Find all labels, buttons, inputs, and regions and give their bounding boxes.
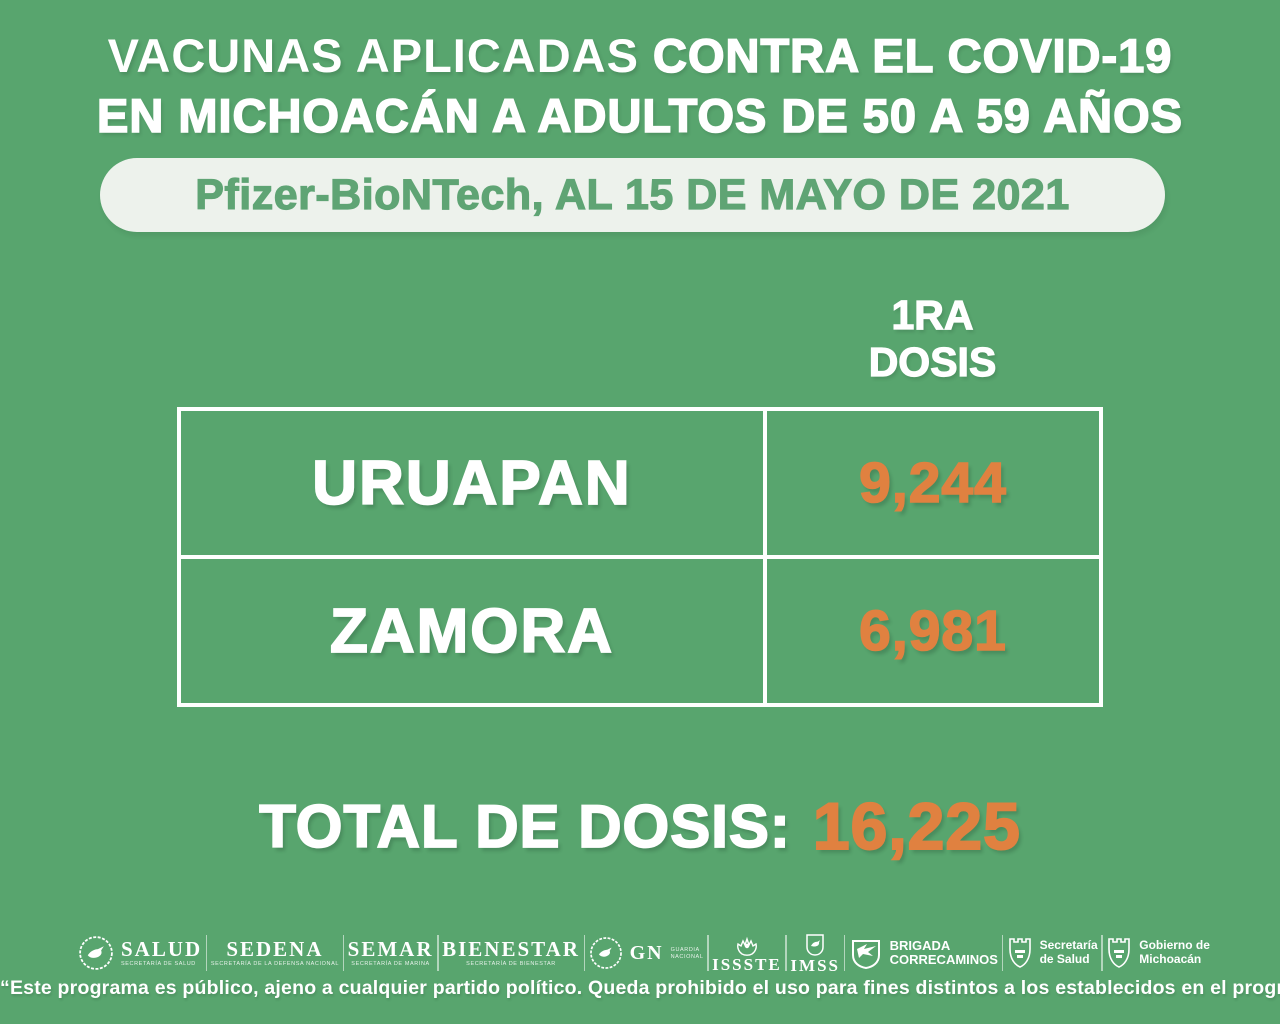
table-row: URUAPAN 9,244	[181, 411, 1099, 555]
logo-gobierno-michoacan: Gobierno de Michoacán	[1106, 936, 1210, 970]
secretaria-salud-text: Secretaría de Salud	[1039, 938, 1098, 967]
logo-imss: IMSS	[790, 933, 840, 974]
imss-wordmark: IMSS	[790, 955, 840, 975]
logo-guardia-nacional: GN GUARDIA NACIONAL	[589, 936, 704, 970]
eagle-seal-icon	[78, 935, 114, 971]
semar-wordmark: SEMAR	[347, 936, 434, 961]
logo-bienestar-text: BIENESTAR SECRETARÍA DE BIENESTAR	[442, 936, 580, 968]
logo-divider	[707, 935, 709, 971]
dose-count-cell: 9,244	[763, 411, 1099, 555]
municipality-name: URUAPAN	[311, 448, 632, 519]
dose-count-value: 6,981	[858, 598, 1007, 664]
sedena-subtext: SECRETARÍA DE LA DEFENSA NACIONAL	[210, 960, 340, 967]
poster-title-line2: EN MICHOACÁN A ADULTOS DE 50 A 59 AÑOS	[96, 88, 1184, 143]
logo-divider	[583, 935, 585, 971]
brigada-line1: BRIGADA	[889, 937, 951, 953]
logo-divider	[342, 935, 345, 971]
logo-divider	[1101, 935, 1103, 971]
logo-secretaria-salud-michoacan: Secretaría de Salud	[1007, 936, 1098, 970]
semar-subtext: SECRETARÍA DE MARINA	[351, 960, 430, 967]
total-doses-value: 16,225	[812, 788, 1021, 864]
salud-subtext: SECRETARÍA DE SALUD	[121, 960, 196, 967]
total-doses-row: TOTAL DE DOSIS: 16,225	[0, 788, 1280, 864]
bienestar-wordmark: BIENESTAR	[442, 936, 580, 961]
title-segment-normal: VACUNAS APLICADAS	[107, 29, 654, 82]
logo-imss-stack: IMSS	[790, 933, 840, 974]
subtitle-text: Pfizer-BioNTech, AL 15 DE MAYO DE 2021	[195, 170, 1070, 219]
gobierno-michoacan-text: Gobierno de Michoacán	[1139, 938, 1210, 967]
column-header-line2: DOSIS	[868, 338, 997, 385]
logo-semar-text: SEMAR SECRETARÍA DE MARINA	[347, 936, 434, 968]
secretaria-salud-line2: de Salud	[1039, 952, 1090, 966]
logo-divider	[205, 935, 208, 971]
brigada-shield-icon	[849, 937, 883, 969]
column-header-first-dose: 1RA DOSIS	[762, 291, 1103, 386]
michoacan-crest-icon	[1007, 936, 1033, 970]
dose-count-cell: 6,981	[763, 559, 1099, 703]
brigada-text: BRIGADA CORRECAMINOS	[889, 937, 998, 968]
gobierno-michoacan-line2: Michoacán	[1139, 952, 1202, 966]
municipality-name: ZAMORA	[329, 596, 615, 667]
logo-divider	[437, 935, 439, 971]
logo-issste: ISSSTE	[712, 934, 782, 973]
agency-logo-strip: SALUD SECRETARÍA DE SALUD SEDENA SECRETA…	[78, 928, 1210, 978]
logo-sedena: SEDENA SECRETARÍA DE LA DEFENSA NACIONAL	[210, 936, 340, 968]
secretaria-salud-line1: Secretaría	[1039, 938, 1098, 953]
logo-salud: SALUD SECRETARÍA DE SALUD	[78, 935, 202, 971]
logo-sedena-text: SEDENA SECRETARÍA DE LA DEFENSA NACIONAL	[210, 936, 340, 968]
subtitle-pill: Pfizer-BioNTech, AL 15 DE MAYO DE 2021	[100, 158, 1165, 232]
bienestar-subtext: SECRETARÍA DE BIENESTAR	[466, 960, 556, 967]
municipality-cell: ZAMORA	[181, 559, 763, 703]
gn-subtext-line1: GUARDIA	[670, 946, 700, 953]
total-doses-label: TOTAL DE DOSIS:	[258, 792, 791, 861]
imss-emblem-icon	[803, 933, 827, 957]
dose-count-value: 9,244	[858, 450, 1007, 516]
sedena-wordmark: SEDENA	[226, 936, 324, 961]
logo-divider	[785, 935, 787, 971]
brigada-line2: CORRECAMINOS	[889, 952, 998, 967]
gn-subtext-line2: NACIONAL	[670, 954, 704, 960]
logo-divider	[843, 935, 846, 971]
program-disclaimer: “Este programa es público, ajeno a cualq…	[0, 977, 1280, 999]
title-segment-bold: CONTRA EL COVID-19	[652, 28, 1173, 83]
gn-subtext: GUARDIA NACIONAL	[671, 946, 704, 961]
logo-issste-stack: ISSSTE	[712, 934, 782, 973]
poster-title-line1: VACUNAS APLICADAS CONTRA EL COVID-19	[0, 28, 1280, 83]
doses-table: URUAPAN 9,244 ZAMORA 6,981	[177, 407, 1103, 707]
municipality-cell: URUAPAN	[181, 411, 763, 555]
column-header-line1: 1RA	[891, 291, 974, 338]
gobierno-michoacan-line1: Gobierno de	[1139, 938, 1210, 953]
logo-divider	[1001, 935, 1004, 971]
logo-brigada-correcaminos: BRIGADA CORRECAMINOS	[849, 937, 998, 969]
logo-bienestar: BIENESTAR SECRETARÍA DE BIENESTAR	[442, 936, 580, 968]
michoacan-crest-icon	[1106, 936, 1132, 970]
issste-wordmark: ISSSTE	[712, 954, 782, 974]
logo-salud-text: SALUD SECRETARÍA DE SALUD	[121, 936, 203, 968]
logo-semar: SEMAR SECRETARÍA DE MARINA	[347, 936, 434, 968]
gn-wordmark: GN	[629, 941, 664, 964]
issste-emblem-icon	[734, 934, 760, 956]
salud-wordmark: SALUD	[121, 936, 203, 961]
gn-seal-icon	[589, 936, 623, 970]
table-row: ZAMORA 6,981	[181, 555, 1099, 703]
